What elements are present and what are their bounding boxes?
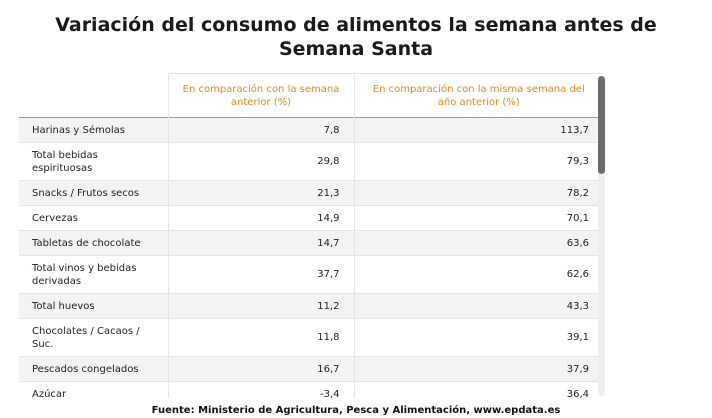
chart-title: Variación del consumo de alimentos la se… [55, 14, 657, 60]
cell-prev-year: 79,3 [353, 142, 603, 181]
row-label: Azúcar [19, 381, 168, 398]
table-row: Chocolates / Cacaos / Suc. 11,8 39,1 [19, 318, 603, 357]
vertical-scrollbar[interactable] [598, 76, 605, 396]
cell-prev-week: -3,4 [167, 381, 354, 398]
table-row: Cervezas 14,9 70,1 [19, 205, 603, 231]
source-note: Fuente: Ministerio de Agricultura, Pesca… [151, 405, 561, 416]
cell-prev-year: 113,7 [353, 117, 603, 143]
table-row: Pescados congelados 16,7 37,9 [19, 356, 603, 382]
cell-prev-week: 11,8 [167, 318, 354, 357]
cell-prev-week: 7,8 [167, 117, 354, 143]
cell-prev-year: 39,1 [353, 318, 603, 357]
header-prev-year: En comparación con la misma semana del a… [353, 73, 603, 118]
cell-prev-week: 14,9 [167, 205, 354, 231]
row-label: Chocolates / Cacaos / Suc. [19, 318, 168, 357]
table-row: Total vinos y bebidas derivadas 37,7 62,… [19, 255, 603, 294]
row-label: Cervezas [19, 205, 168, 231]
cell-prev-year: 43,3 [353, 293, 603, 319]
cell-prev-year: 36,4 [353, 381, 603, 398]
cell-prev-week: 37,7 [167, 255, 354, 294]
cell-prev-year: 37,9 [353, 356, 603, 382]
table-body: Harinas y Sémolas 7,8 113,7 Total bebida… [19, 117, 603, 398]
row-label: Total huevos [19, 293, 168, 319]
header-corner [19, 73, 168, 118]
cell-prev-year: 78,2 [353, 180, 603, 206]
cell-prev-year: 70,1 [353, 205, 603, 231]
table-row: Snacks / Frutos secos 21,3 78,2 [19, 180, 603, 206]
data-table: En comparación con la semana anterior (%… [19, 73, 603, 398]
table-row: Tabletas de chocolate 14,7 63,6 [19, 230, 603, 256]
cell-prev-week: 14,7 [167, 230, 354, 256]
row-label: Total bebidas espirituosas [19, 142, 168, 181]
table-header-row: En comparación con la semana anterior (%… [19, 73, 603, 118]
cell-prev-week: 11,2 [167, 293, 354, 319]
data-table-viewport[interactable]: En comparación con la semana anterior (%… [19, 73, 603, 398]
row-label: Harinas y Sémolas [19, 117, 168, 143]
table-row: Harinas y Sémolas 7,8 113,7 [19, 117, 603, 143]
cell-prev-week: 16,7 [167, 356, 354, 382]
cell-prev-week: 29,8 [167, 142, 354, 181]
cell-prev-year: 63,6 [353, 230, 603, 256]
table-row: Total huevos 11,2 43,3 [19, 293, 603, 319]
table-row: Total bebidas espirituosas 29,8 79,3 [19, 142, 603, 181]
cell-prev-year: 62,6 [353, 255, 603, 294]
cell-prev-week: 21,3 [167, 180, 354, 206]
row-label: Snacks / Frutos secos [19, 180, 168, 206]
table-row: Azúcar -3,4 36,4 [19, 381, 603, 398]
row-label: Pescados congelados [19, 356, 168, 382]
row-label: Tabletas de chocolate [19, 230, 168, 256]
header-prev-week: En comparación con la semana anterior (%… [167, 73, 354, 118]
scrollbar-thumb[interactable] [598, 76, 605, 174]
row-label: Total vinos y bebidas derivadas [19, 255, 168, 294]
